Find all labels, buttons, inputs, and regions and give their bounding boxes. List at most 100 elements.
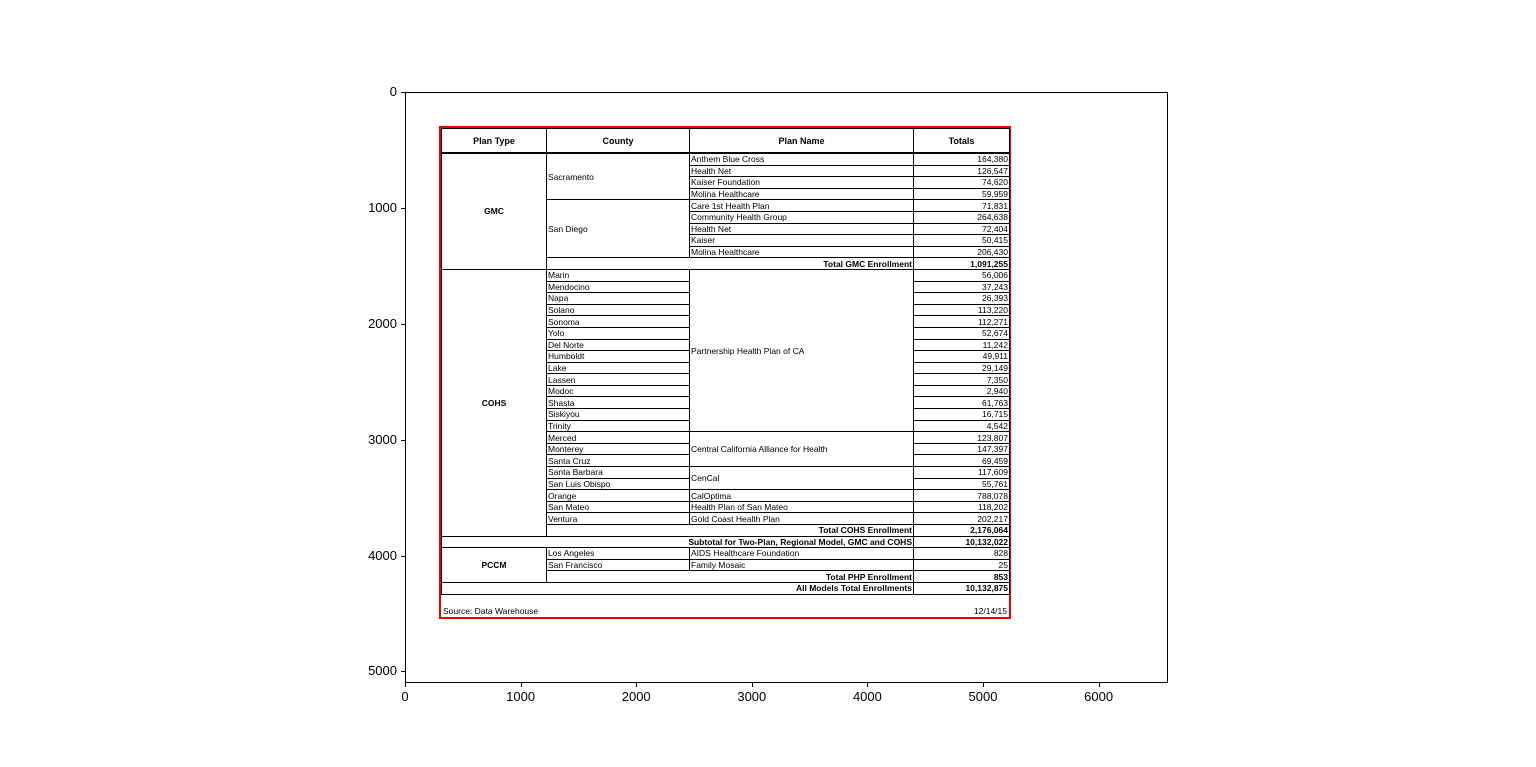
- county-cell: Siskiyou: [546, 408, 690, 421]
- table-row: San Francisco Family Mosaic 25: [442, 558, 1010, 572]
- y-tick-label: 1000: [368, 199, 397, 215]
- plan-name-cell: Partnership Health Plan of CA: [689, 268, 914, 433]
- plot-axes: [405, 92, 1168, 683]
- plan-name-cell: Care 1st Health Plan: [689, 199, 914, 212]
- table-row: COHS Marin Partnership Health Plan of CA 56…: [441, 268, 1010, 537]
- plan-name-cell: Health Net: [689, 164, 914, 178]
- total-cell: 56,006: [913, 268, 1010, 282]
- county-cell: San Diego: [546, 199, 690, 259]
- total-cell: 16,715: [913, 408, 1010, 421]
- header-county: County: [546, 128, 690, 154]
- plan-type-cell: PCCM: [441, 547, 547, 583]
- county-cell: Monterey: [546, 442, 690, 456]
- x-tick-label: 1000: [506, 689, 536, 704]
- county-cell: Solano: [546, 303, 690, 317]
- county-cell: Santa Cruz: [546, 454, 690, 468]
- y-tick-mark: [401, 439, 405, 441]
- plan-type-cell: COHS: [441, 268, 547, 537]
- county-cell: Del Norte: [546, 338, 690, 352]
- total-cell: 52,674: [913, 326, 1010, 340]
- x-tick-mark: [983, 683, 985, 687]
- table-row: Community Health Group 264,638: [442, 210, 1010, 224]
- county-cell: Yolo: [546, 326, 690, 340]
- total-value: 2,176,064: [913, 524, 1010, 537]
- subtotal-label: Subtotal for Two-Plan, Regional Model, G…: [441, 535, 914, 549]
- total-cell: 206,430: [913, 245, 1010, 259]
- county-cell: San Mateo: [546, 500, 690, 514]
- total-cell: 74,620: [913, 176, 1010, 189]
- y-tick-mark: [401, 92, 405, 93]
- total-cell: 264,638: [913, 210, 1010, 224]
- header-plan-type: Plan Type: [441, 128, 547, 154]
- total-cell: 4,542: [913, 419, 1010, 433]
- total-cell: 164,380: [913, 152, 1010, 166]
- county-cell: Sacramento: [546, 152, 690, 201]
- table-row: Kaiser Foundation 74,620: [442, 176, 1010, 189]
- county-cell: Lake: [546, 361, 690, 375]
- total-cell: 11,242: [913, 338, 1010, 352]
- y-tick-label: 3000: [368, 431, 397, 447]
- total-value: 853: [913, 570, 1010, 583]
- county-cell: Santa Barbara: [546, 466, 690, 479]
- total-cell: 50,415: [913, 234, 1010, 247]
- x-tick-mark: [751, 683, 753, 687]
- y-tick-mark: [401, 323, 405, 325]
- plan-name-cell: Kaiser Foundation: [689, 176, 914, 189]
- plan-name-cell: Anthem Blue Cross: [689, 152, 914, 166]
- x-tick-mark: [636, 683, 638, 687]
- enrollment-table-document: Plan Type County Plan Name Totals GMC Sac…: [439, 126, 1011, 619]
- table-row: Subtotal for Two-Plan, Regional Model, G…: [441, 535, 1010, 549]
- table-row: Health Net 126,547: [442, 164, 1010, 178]
- plan-name-cell: Health Net: [689, 222, 914, 236]
- x-tick-label: 6000: [1084, 689, 1114, 704]
- county-cell: Trinity: [546, 419, 690, 433]
- county-cell: Orange: [546, 489, 690, 502]
- x-tick-label: 2000: [621, 689, 651, 704]
- total-cell: 26,393: [913, 292, 1010, 305]
- y-tick-label: 5000: [368, 663, 397, 679]
- plan-name-cell: CenCal: [689, 466, 914, 491]
- table-row: Santa Barbara CenCal 117,609: [442, 466, 1010, 491]
- county-cell: Sonoma: [546, 315, 690, 328]
- plan-name-cell: CalOptima: [689, 489, 914, 502]
- table-row: All Models Total Enrollments 10,132,875: [441, 581, 1010, 595]
- plan-name-cell: Molina Healthcare: [689, 187, 914, 201]
- plan-name-cell: Kaiser: [689, 234, 914, 247]
- total-label: Total COHS Enrollment: [546, 524, 914, 537]
- x-tick-mark: [867, 683, 869, 687]
- total-cell: 788,078: [913, 489, 1010, 502]
- total-cell: 202,217: [913, 512, 1010, 525]
- county-cell: Mendocino: [546, 280, 690, 294]
- enrollment-table: Plan Type County Plan Name Totals GMC Sac…: [441, 128, 1010, 595]
- y-tick-label: 4000: [368, 547, 397, 563]
- county-cell: Lassen: [546, 373, 690, 386]
- x-tick-label: 4000: [852, 689, 882, 704]
- source-text: Source: Data Warehouse: [443, 606, 539, 616]
- footer: Source: Data Warehouse 12/14/15: [443, 606, 1007, 616]
- total-cell: 117,609: [913, 466, 1010, 479]
- total-cell: 126,547: [913, 164, 1010, 178]
- x-tick-mark: [520, 683, 522, 687]
- county-cell: Shasta: [546, 396, 690, 410]
- report-date: 12/14/15: [973, 606, 1007, 616]
- y-tick-mark: [401, 555, 405, 557]
- county-cell: San Luis Obispo: [546, 477, 690, 491]
- plan-name-cell: Family Mosaic: [689, 558, 914, 572]
- county-cell: Modoc: [546, 384, 690, 398]
- table-row: Santa Cruz 69,459: [442, 454, 1010, 468]
- table-row: Shasta 61,763: [442, 396, 1010, 410]
- plan-name-cell: AIDS Healthcare Foundation: [689, 547, 914, 560]
- table-row: Ventura Gold Coast Health Plan 202,217: [442, 512, 1010, 525]
- y-tick-label: 0: [389, 84, 397, 99]
- y-tick-mark: [401, 671, 405, 673]
- plan-name-cell: Central California Alliance for Health: [689, 431, 914, 468]
- table-row: Total PHP Enrollment 853: [442, 570, 1010, 583]
- total-cell: 55,761: [913, 477, 1010, 491]
- plan-name-cell: Health Plan of San Mateo: [689, 500, 914, 514]
- table-row: Kaiser 50,415: [442, 234, 1010, 247]
- total-cell: 49,911: [913, 350, 1010, 363]
- county-cell: Napa: [546, 292, 690, 305]
- county-cell: Marin: [546, 268, 690, 282]
- county-cell: Merced: [546, 431, 690, 444]
- table-row: Humboldt 49,911: [442, 350, 1010, 363]
